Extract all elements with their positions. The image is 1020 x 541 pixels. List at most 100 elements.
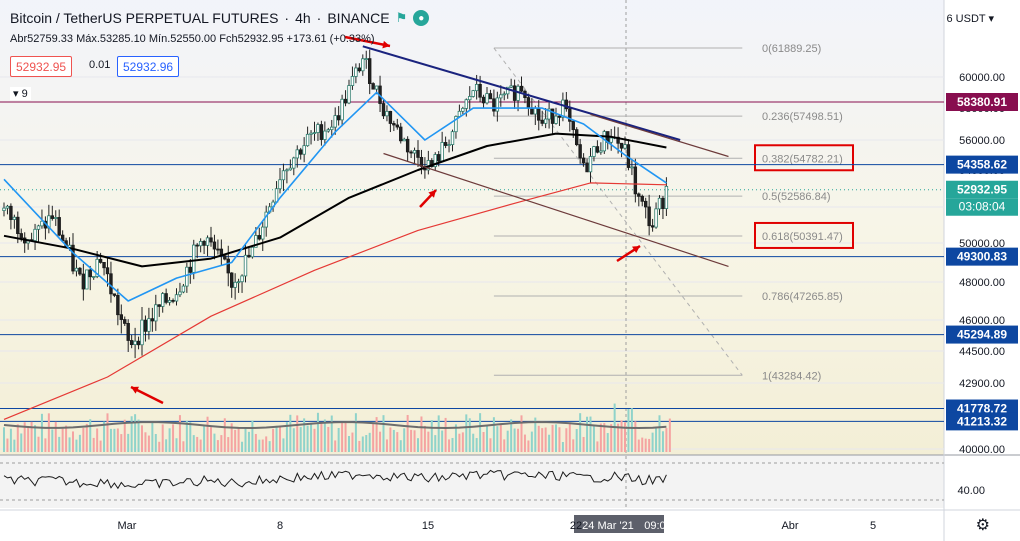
candle-body (478, 83, 482, 98)
price-tag-label: 49300.83 (957, 250, 1007, 264)
volume-bar (261, 439, 264, 452)
volume-bar (392, 429, 395, 452)
indicators-toggle[interactable]: ▾ 9 (10, 87, 31, 100)
volume-bar (434, 435, 437, 452)
candle-body (95, 258, 99, 277)
candle-body (464, 99, 468, 109)
volume-bar (144, 432, 147, 452)
candle-body (157, 304, 161, 307)
volume-bar (258, 439, 261, 452)
price-tick-label: 60000.00 (959, 72, 1005, 84)
candle-body (312, 132, 317, 134)
candle-body (40, 220, 44, 227)
volume-bar (555, 424, 557, 452)
close-label: Fch (219, 33, 238, 45)
volume-bar (479, 413, 482, 452)
volume-bar (517, 428, 520, 452)
volume-bar (661, 431, 664, 452)
candle-body (512, 85, 517, 101)
candle-body (229, 272, 234, 288)
settings-gear-icon[interactable]: ⚙ (975, 517, 990, 534)
volume-bar (513, 428, 516, 452)
interval-label[interactable]: 4h (295, 10, 311, 26)
volume-bar (306, 425, 309, 452)
candle-body (98, 258, 103, 263)
currency-prefix: 6 (946, 13, 953, 25)
volume-bar (323, 419, 326, 452)
volume-bar (403, 428, 406, 452)
buy-button[interactable]: 52932.96 (117, 56, 180, 77)
candle-body (630, 166, 634, 169)
price-tag-label: 41778.72 (957, 402, 1007, 416)
volume-bar (379, 431, 382, 452)
volume-bar (127, 433, 130, 452)
volume-bar (154, 433, 157, 452)
candle-body (85, 269, 89, 290)
volume-bar (196, 436, 199, 452)
volume-bar (58, 436, 61, 452)
volume-bar (541, 428, 544, 452)
candle-body (392, 123, 396, 126)
volume-bar (47, 413, 50, 452)
volume-bar (106, 413, 109, 452)
volume-bar (247, 431, 250, 452)
high-value: 53285.10 (99, 33, 146, 45)
candle-body (316, 124, 320, 133)
candle-body (188, 266, 192, 273)
ema-fast-line (3, 91, 667, 302)
price-tick-label: 46000.00 (959, 315, 1005, 327)
candle-body (450, 131, 455, 145)
flag-icon[interactable]: ⚑ (395, 10, 408, 25)
volume-bar (272, 428, 275, 452)
candle-body (305, 133, 310, 147)
candle-body (71, 244, 75, 272)
volume-bar (210, 427, 212, 452)
candle-body (216, 248, 220, 251)
candle-body (198, 241, 203, 247)
fib-highlight-box (754, 144, 854, 172)
volume-bar (158, 441, 161, 452)
candle-body (640, 195, 644, 202)
candle-body (340, 98, 344, 121)
candle-body (174, 294, 179, 302)
sell-button[interactable]: 52932.95 (10, 56, 73, 77)
price-tag-label: 54358.62 (957, 158, 1007, 172)
volume-bar (465, 414, 468, 452)
volume-bar (548, 434, 551, 452)
candle-body (250, 246, 255, 258)
candle-body (264, 211, 268, 228)
candle-body (126, 323, 130, 341)
currency-unit: USDT (955, 13, 986, 25)
volume-bar (6, 438, 9, 452)
volume-bar (16, 424, 19, 452)
fib-level-label: 1(43284.42) (762, 370, 821, 382)
currency-label[interactable]: 6 USDT ▾ (946, 13, 994, 25)
price-tag (946, 93, 1018, 111)
candle-body (150, 318, 155, 322)
ema-slow-line (3, 182, 667, 420)
candle-body (5, 205, 10, 209)
volume-bar (486, 425, 488, 452)
ohlc-readout: Abr52759.33 Máx.53285.10 Mín.52550.00 Fc… (10, 33, 375, 45)
volume-bar (665, 428, 668, 452)
candle-body (409, 151, 413, 154)
exchange-label: BINANCE (327, 10, 390, 26)
volume-bar (565, 428, 568, 452)
volume-bar (316, 412, 319, 452)
countdown-label: 03:08:04 (959, 200, 1006, 214)
candle-body (129, 340, 134, 346)
volume-bar (120, 434, 123, 452)
symbol-title[interactable]: Bitcoin / TetherUS PERPETUAL FUTURES (10, 10, 279, 26)
volume-bar (389, 427, 392, 452)
volume-bar (630, 408, 633, 452)
volume-bar (54, 421, 57, 452)
volume-bar (399, 440, 402, 452)
candle-body (9, 205, 13, 220)
candle-body (36, 225, 41, 230)
volume-bar (147, 435, 150, 452)
volume-bar (385, 439, 388, 452)
candle-body (571, 120, 575, 131)
eye-icon[interactable]: ● (413, 10, 430, 26)
